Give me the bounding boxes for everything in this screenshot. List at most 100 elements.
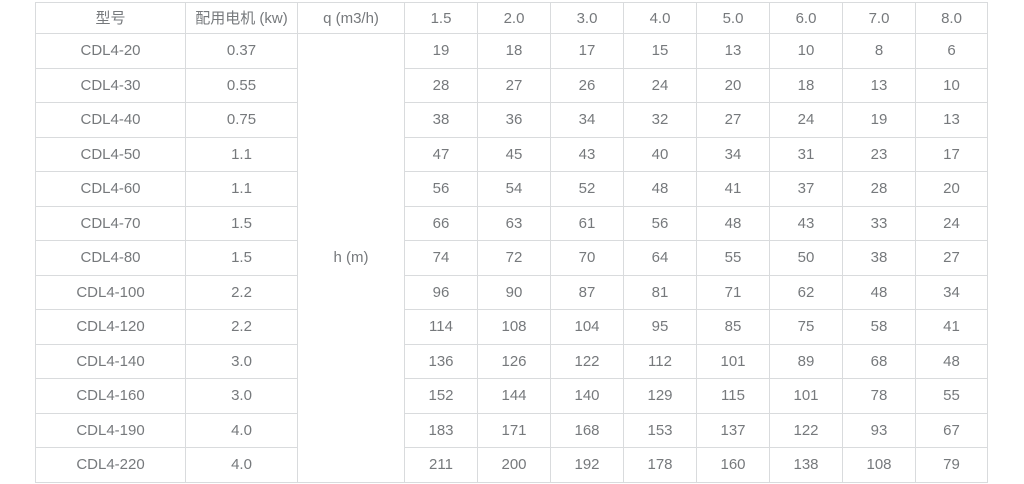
model-cell: CDL4-50	[35, 136, 186, 172]
head-value-cell: 144	[477, 378, 551, 414]
motor-power-cell: 0.37	[185, 33, 298, 69]
head-value-cell: 19	[404, 33, 478, 69]
model-cell: CDL4-70	[35, 205, 186, 241]
header-flow-value: 5.0	[696, 2, 770, 34]
head-value-cell: 126	[477, 343, 551, 379]
head-value-cell: 122	[769, 412, 843, 448]
head-value-cell: 48	[696, 205, 770, 241]
motor-power-cell: 0.55	[185, 67, 298, 103]
head-value-cell: 38	[842, 240, 916, 276]
motor-power-cell: 4.0	[185, 447, 298, 483]
motor-power-cell: 2.2	[185, 309, 298, 345]
table-row: CDL4-190 4.0 183 171 168 153 137 122 93 67	[35, 412, 988, 448]
head-value-cell: 38	[404, 102, 478, 138]
head-value-cell: 36	[477, 102, 551, 138]
table-row: CDL4-20 0.37 h (m) 19 18 17 15 13 10 8 6	[35, 33, 988, 483]
head-value-cell: 45	[477, 136, 551, 172]
head-value-cell: 58	[842, 309, 916, 345]
table-row: CDL4-100 2.2 96 90 87 81 71 62 48 34	[35, 274, 988, 310]
head-value-cell: 85	[696, 309, 770, 345]
model-cell: CDL4-40	[35, 102, 186, 138]
header-motor: 配用电机 (kw)	[185, 2, 298, 34]
motor-power-cell: 0.75	[185, 102, 298, 138]
head-value-cell: 192	[550, 447, 624, 483]
head-value-cell: 101	[769, 378, 843, 414]
head-value-cell: 24	[769, 102, 843, 138]
head-value-cell: 55	[696, 240, 770, 276]
head-unit-merged-cell: h (m)	[297, 33, 405, 483]
head-value-cell: 81	[623, 274, 697, 310]
head-value-cell: 129	[623, 378, 697, 414]
head-value-cell: 96	[404, 274, 478, 310]
head-value-cell: 32	[623, 102, 697, 138]
header-model: 型号	[35, 2, 186, 34]
head-value-cell: 108	[842, 447, 916, 483]
table-row: CDL4-30 0.55 28 27 26 24 20 18 13 10	[35, 67, 988, 103]
head-value-cell: 56	[404, 171, 478, 207]
table-row: CDL4-40 0.75 38 36 34 32 27 24 19 13	[35, 102, 988, 138]
head-value-cell: 18	[477, 33, 551, 69]
head-value-cell: 183	[404, 412, 478, 448]
head-value-cell: 33	[842, 205, 916, 241]
head-value-cell: 152	[404, 378, 478, 414]
table-row: CDL4-50 1.1 47 45 43 40 34 31 23 17	[35, 136, 988, 172]
head-value-cell: 10	[769, 33, 843, 69]
head-value-cell: 61	[550, 205, 624, 241]
head-value-cell: 50	[769, 240, 843, 276]
head-value-cell: 71	[696, 274, 770, 310]
head-value-cell: 114	[404, 309, 478, 345]
head-value-cell: 74	[404, 240, 478, 276]
header-row: 型号 配用电机 (kw) q (m3/h) 1.5 2.0 3.0 4.0 5.0 6.0…	[35, 2, 988, 34]
model-cell: CDL4-140	[35, 343, 186, 379]
motor-power-cell: 1.5	[185, 205, 298, 241]
head-value-cell: 72	[477, 240, 551, 276]
head-value-cell: 101	[696, 343, 770, 379]
head-value-cell: 70	[550, 240, 624, 276]
head-value-cell: 122	[550, 343, 624, 379]
head-value-cell: 136	[404, 343, 478, 379]
head-value-cell: 78	[842, 378, 916, 414]
head-value-cell: 55	[915, 378, 988, 414]
head-value-cell: 17	[550, 33, 624, 69]
head-value-cell: 6	[915, 33, 988, 69]
header-flow-value: 8.0	[915, 2, 988, 34]
motor-power-cell: 3.0	[185, 378, 298, 414]
head-value-cell: 13	[842, 67, 916, 103]
table-row: CDL4-140 3.0 136 126 122 112 101 89 68 48	[35, 343, 988, 379]
head-value-cell: 79	[915, 447, 988, 483]
head-value-cell: 115	[696, 378, 770, 414]
head-value-cell: 23	[842, 136, 916, 172]
head-value-cell: 26	[550, 67, 624, 103]
head-value-cell: 34	[696, 136, 770, 172]
head-value-cell: 200	[477, 447, 551, 483]
head-value-cell: 20	[915, 171, 988, 207]
model-cell: CDL4-30	[35, 67, 186, 103]
table-row: CDL4-70 1.5 66 63 61 56 48 43 33 24	[35, 205, 988, 241]
head-value-cell: 137	[696, 412, 770, 448]
head-value-cell: 66	[404, 205, 478, 241]
head-value-cell: 34	[550, 102, 624, 138]
header-flow-value: 6.0	[769, 2, 843, 34]
motor-power-cell: 2.2	[185, 274, 298, 310]
head-value-cell: 178	[623, 447, 697, 483]
head-value-cell: 19	[842, 102, 916, 138]
head-value-cell: 171	[477, 412, 551, 448]
head-value-cell: 75	[769, 309, 843, 345]
head-value-cell: 13	[915, 102, 988, 138]
head-value-cell: 62	[769, 274, 843, 310]
head-value-cell: 17	[915, 136, 988, 172]
head-value-cell: 112	[623, 343, 697, 379]
head-value-cell: 89	[769, 343, 843, 379]
head-value-cell: 31	[769, 136, 843, 172]
head-value-cell: 15	[623, 33, 697, 69]
model-cell: CDL4-160	[35, 378, 186, 414]
head-value-cell: 63	[477, 205, 551, 241]
head-value-cell: 95	[623, 309, 697, 345]
head-value-cell: 34	[915, 274, 988, 310]
head-value-cell: 48	[623, 171, 697, 207]
model-cell: CDL4-190	[35, 412, 186, 448]
motor-power-cell: 4.0	[185, 412, 298, 448]
model-cell: CDL4-100	[35, 274, 186, 310]
head-value-cell: 43	[550, 136, 624, 172]
header-flow: q (m3/h)	[297, 2, 405, 34]
